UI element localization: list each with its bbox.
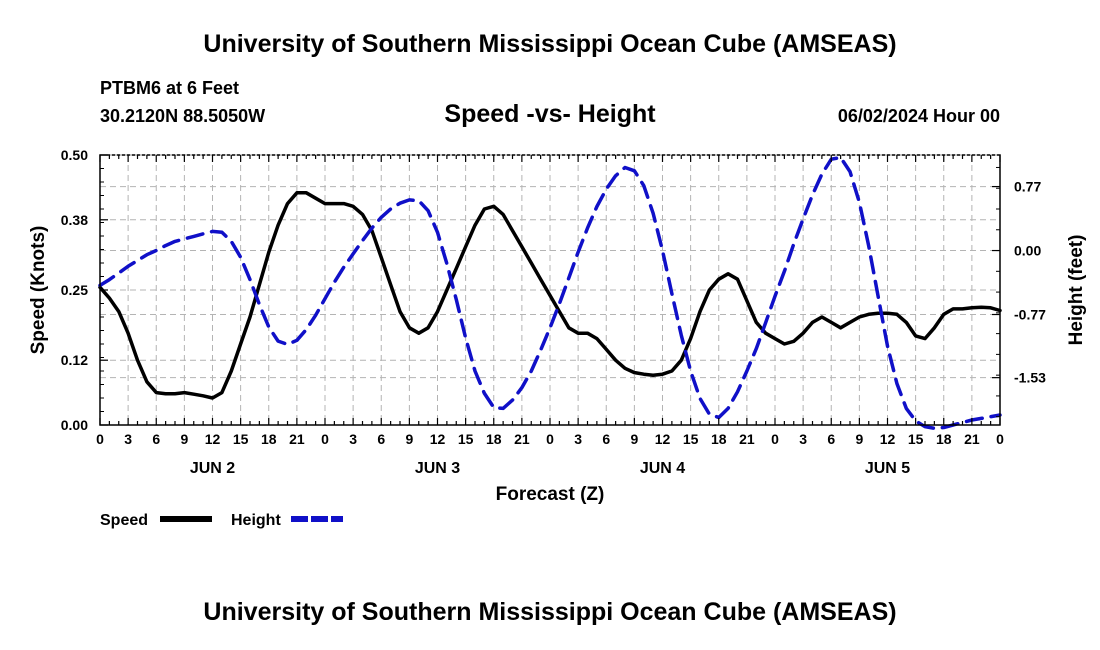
axis-labels: 0 3 6 9 12 15 18 21 0 3 6 9 12 15 18 21 0 3 6 9 12 15 18 21 0 3 6 9… (28, 147, 1087, 505)
day-label: JUN 2 (190, 460, 235, 477)
x-tick-label: 3 (124, 431, 132, 447)
legend: Speed Height (100, 512, 343, 529)
x-tick-label: 18 (486, 431, 502, 447)
x-tick-label: 6 (602, 431, 610, 447)
y-tick-label: 0.50 (61, 147, 88, 163)
day-label: JUN 5 (865, 460, 910, 477)
x-tick-label: 12 (430, 431, 446, 447)
x-tick-label: 15 (683, 431, 699, 447)
x-tick-label: 18 (261, 431, 277, 447)
day-label: JUN 4 (640, 460, 685, 477)
x-tick-label: 6 (377, 431, 385, 447)
x-tick-label: 12 (205, 431, 221, 447)
chart-title: Speed -vs- Height (444, 100, 656, 128)
run-time: 06/02/2024 Hour 00 (837, 106, 1000, 126)
y-tick-label: 0.38 (61, 212, 88, 228)
x-axis-title: Forecast (Z) (496, 484, 605, 505)
x-tick-label: 21 (289, 431, 305, 447)
y2-axis-title: Height (feet) (1066, 235, 1087, 346)
x-tick-label: 0 (996, 431, 1004, 447)
legend-label-height: Height (231, 512, 281, 529)
x-tick-label: 21 (964, 431, 980, 447)
x-tick-label: 15 (458, 431, 474, 447)
y-axis-title: Speed (Knots) (28, 226, 49, 355)
x-tick-label: 3 (799, 431, 807, 447)
x-tick-label: 18 (711, 431, 727, 447)
y-tick-label: 0.00 (61, 417, 88, 433)
x-tick-label: 9 (180, 431, 188, 447)
y2-tick-label: -0.77 (1014, 307, 1046, 323)
x-tick-label: 6 (152, 431, 160, 447)
x-tick-label: 3 (349, 431, 357, 447)
x-tick-label: 15 (233, 431, 249, 447)
day-label: JUN 3 (415, 460, 460, 477)
page-title-top: University of Southern Mississippi Ocean… (203, 30, 897, 58)
x-tick-label: 18 (936, 431, 952, 447)
x-tick-label: 0 (546, 431, 554, 447)
x-tick-label: 9 (630, 431, 638, 447)
x-tick-label: 3 (574, 431, 582, 447)
x-tick-label: 9 (855, 431, 863, 447)
y2-tick-label: -1.53 (1014, 370, 1046, 386)
page-title-bottom: University of Southern Mississippi Ocean… (203, 598, 897, 626)
x-tick-label: 21 (514, 431, 530, 447)
series-line-speed (98, 191, 1002, 400)
y-tick-label: 0.12 (61, 352, 88, 368)
x-tick-label: 12 (880, 431, 896, 447)
x-tick-label: 0 (321, 431, 329, 447)
series-line-height (98, 155, 1002, 431)
series-layer (98, 155, 1002, 431)
y-tick-label: 0.25 (61, 282, 88, 298)
x-tick-label: 6 (827, 431, 835, 447)
x-tick-label: 0 (96, 431, 104, 447)
axes (99, 154, 1001, 426)
x-tick-label: 12 (655, 431, 671, 447)
x-tick-label: 9 (405, 431, 413, 447)
station-name: PTBM6 at 6 Feet (100, 78, 240, 98)
x-tick-label: 21 (739, 431, 755, 447)
legend-label-speed: Speed (100, 512, 148, 529)
x-tick-label: 0 (771, 431, 779, 447)
y2-tick-label: 0.77 (1014, 179, 1041, 195)
station-coordinates: 30.2120N 88.5050W (100, 106, 266, 126)
x-tick-label: 15 (908, 431, 924, 447)
y2-tick-label: 0.00 (1014, 243, 1041, 259)
grid (100, 155, 1000, 425)
